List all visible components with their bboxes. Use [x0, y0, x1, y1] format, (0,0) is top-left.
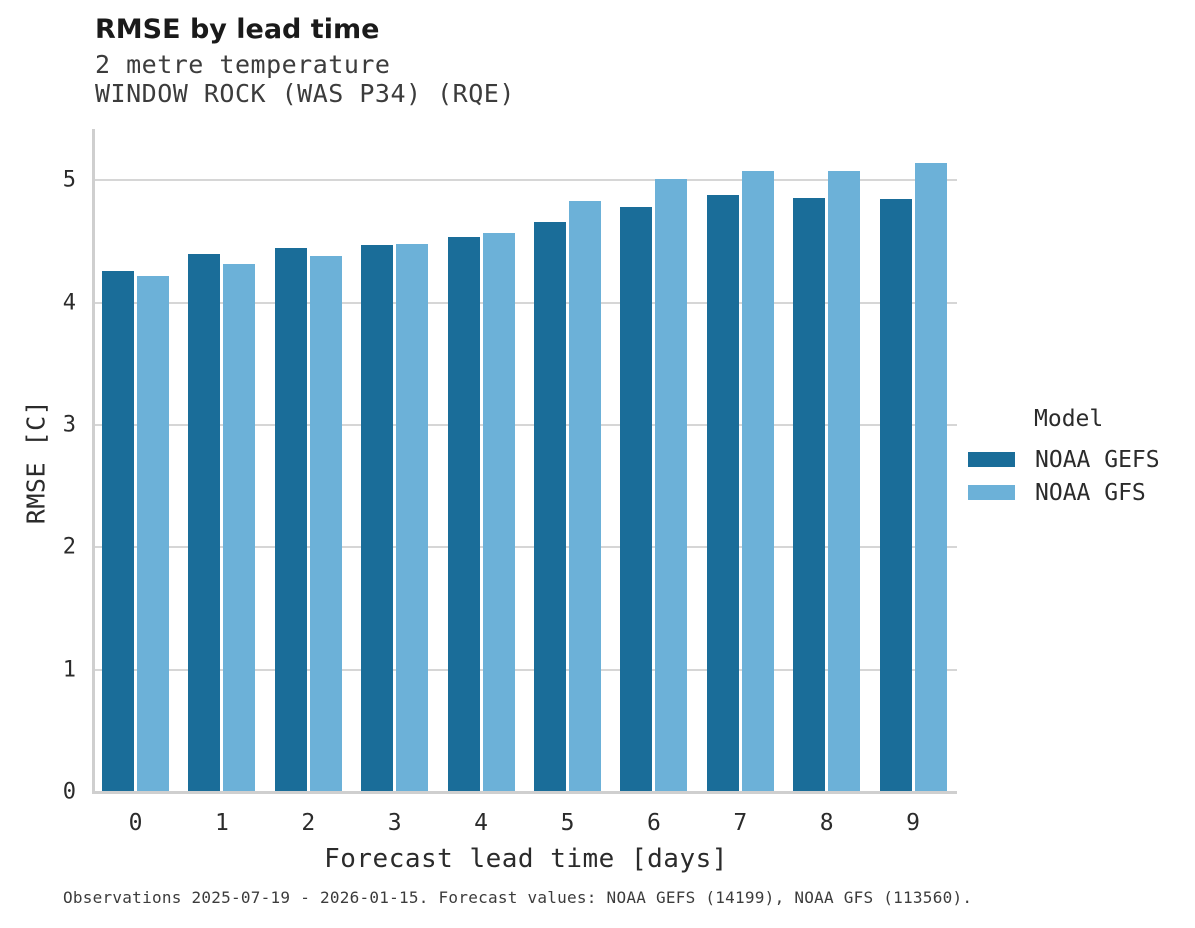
legend-item-noaa-gefs: NOAA GEFS: [968, 446, 1160, 473]
x-tick-label-9: 9: [906, 810, 921, 836]
footer-caption: Observations 2025-07-19 - 2026-01-15. Fo…: [63, 888, 973, 907]
bar-noaa-gefs-day-6: [620, 207, 653, 792]
y-tick-label-4: 4: [62, 290, 76, 316]
bar-noaa-gfs-day-9: [914, 163, 947, 792]
gridline-y-1: [95, 668, 957, 671]
gridline-y-2: [95, 546, 957, 549]
bar-noaa-gfs-day-8: [828, 170, 861, 792]
bar-noaa-gfs-day-0: [137, 275, 169, 792]
legend-items: NOAA GEFS NOAA GFS: [968, 446, 1160, 506]
bar-noaa-gfs-day-2: [309, 256, 342, 792]
bar-noaa-gefs-day-9: [879, 198, 912, 792]
x-tick-label-0: 0: [128, 810, 143, 836]
legend-swatch-icon: [968, 485, 1015, 500]
legend-label: NOAA GEFS: [1035, 446, 1160, 473]
y-tick-label-1: 1: [62, 657, 76, 683]
bar-noaa-gefs-day-4: [447, 236, 480, 792]
bar-noaa-gfs-day-7: [741, 170, 774, 792]
y-axis-title: RMSE [C]: [21, 399, 51, 525]
bar-noaa-gefs-day-3: [361, 245, 394, 792]
bar-noaa-gfs-day-3: [396, 244, 429, 792]
gridline-y-5: [95, 179, 957, 182]
x-tick-label-2: 2: [301, 810, 316, 836]
x-tick-label-5: 5: [560, 810, 575, 836]
bar-noaa-gefs-day-5: [534, 221, 566, 792]
chart-subtitle-variable: 2 metre temperature: [95, 50, 391, 79]
x-axis-spine: [92, 791, 957, 794]
y-axis-spine: [92, 129, 95, 794]
bar-noaa-gefs-day-8: [793, 197, 826, 792]
x-tick-label-4: 4: [474, 810, 489, 836]
bar-noaa-gefs-day-0: [102, 270, 134, 792]
bar-noaa-gfs-day-5: [569, 201, 601, 792]
x-tick-label-7: 7: [733, 810, 748, 836]
bar-noaa-gefs-day-7: [706, 195, 739, 792]
gridline-y-4: [95, 301, 957, 304]
bar-noaa-gefs-day-2: [274, 247, 307, 792]
gridline-y-3: [95, 424, 957, 427]
x-tick-label-3: 3: [387, 810, 402, 836]
chart-subtitle-station: WINDOW ROCK (WAS P34) (RQE): [95, 79, 515, 108]
y-tick-label-3: 3: [62, 412, 76, 438]
bar-noaa-gfs-day-1: [223, 263, 256, 792]
bar-noaa-gfs-day-4: [482, 232, 515, 792]
x-tick-label-1: 1: [214, 810, 229, 836]
x-tick-label-6: 6: [646, 810, 661, 836]
chart-title: RMSE by lead time: [95, 14, 380, 45]
legend-label: NOAA GFS: [1035, 479, 1146, 506]
legend-swatch-icon: [968, 452, 1015, 467]
x-tick-label-8: 8: [819, 810, 834, 836]
y-tick-label-5: 5: [62, 167, 76, 193]
bar-noaa-gefs-day-1: [188, 253, 221, 792]
legend-item-noaa-gfs: NOAA GFS: [968, 479, 1160, 506]
plot-area: [92, 129, 957, 794]
legend: Model NOAA GEFS NOAA GFS: [968, 406, 1160, 514]
y-tick-label-0: 0: [62, 779, 76, 805]
y-tick-label-2: 2: [62, 534, 76, 560]
x-axis-title: Forecast lead time [days]: [324, 844, 728, 874]
bar-noaa-gfs-day-6: [655, 179, 688, 792]
legend-title: Model: [1034, 406, 1104, 432]
